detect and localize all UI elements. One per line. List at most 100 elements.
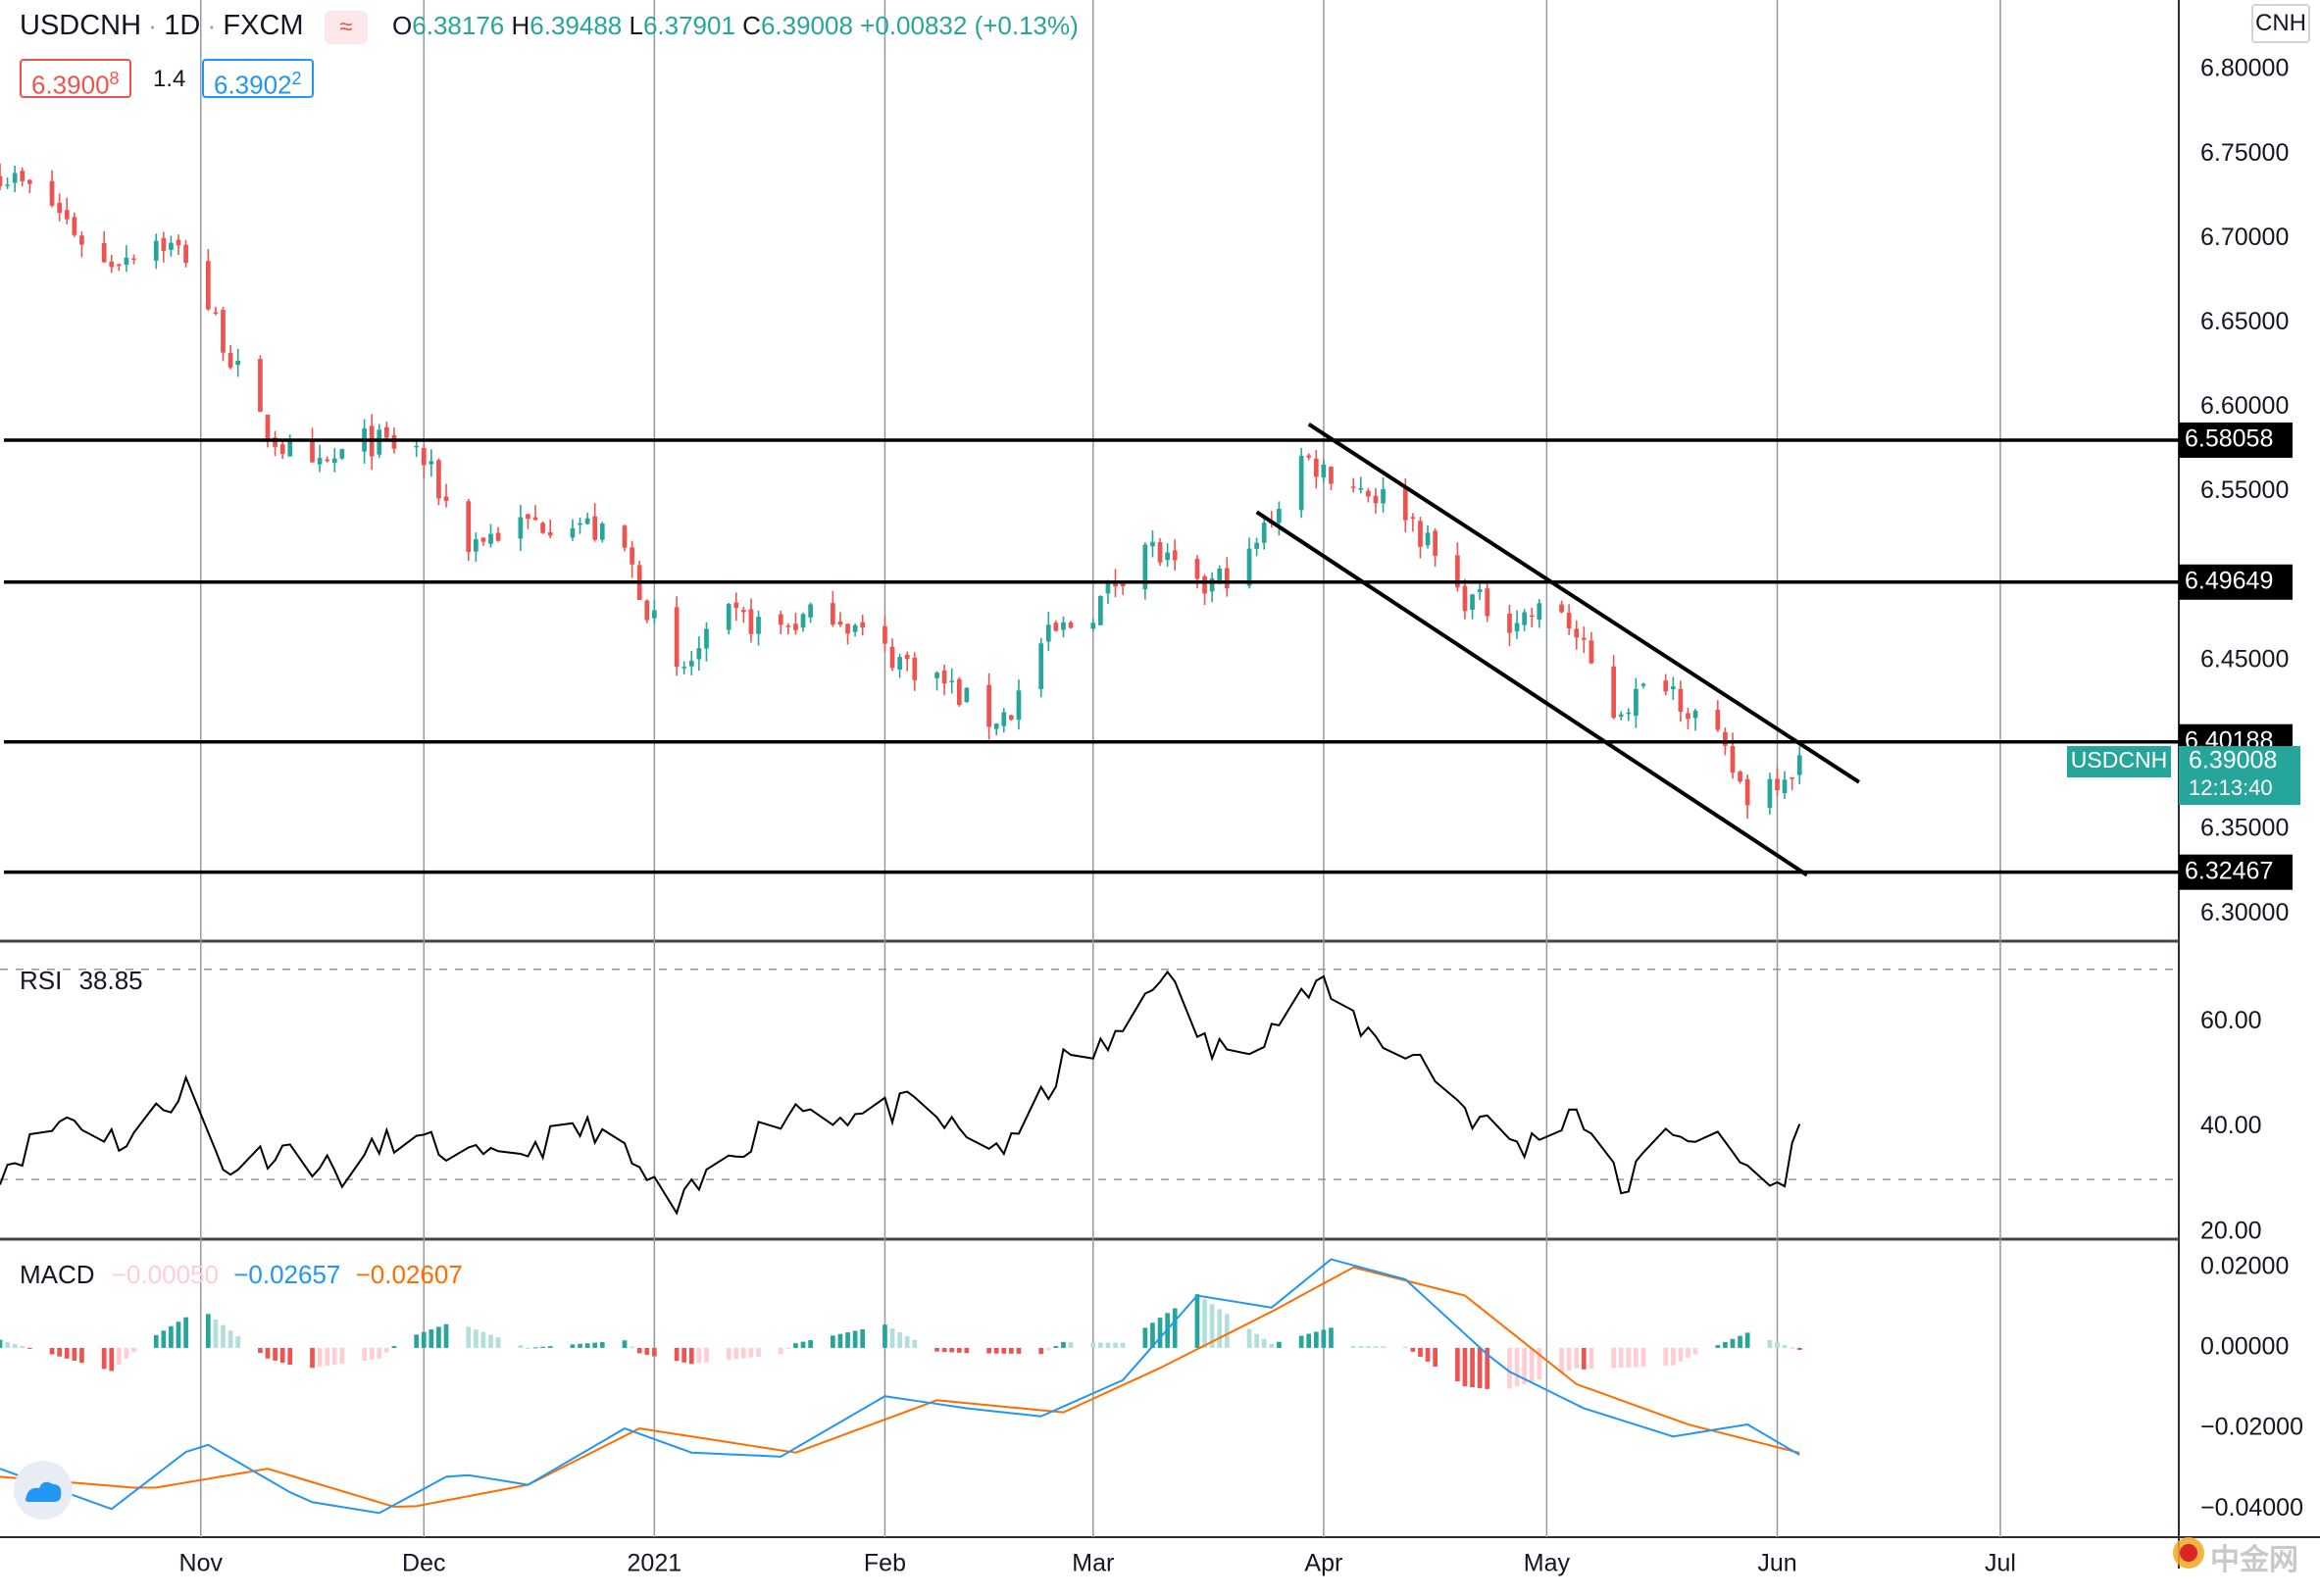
candle[interactable] <box>1053 620 1059 632</box>
candle[interactable] <box>793 612 798 635</box>
candle[interactable] <box>1165 543 1170 568</box>
candle[interactable] <box>205 249 211 312</box>
candle[interactable] <box>474 532 479 562</box>
candle[interactable] <box>1455 542 1460 592</box>
candle[interactable] <box>526 514 530 529</box>
candle[interactable] <box>1433 527 1437 568</box>
candle[interactable] <box>495 526 501 542</box>
candle[interactable] <box>310 427 315 463</box>
candle[interactable] <box>1246 537 1252 589</box>
candle[interactable] <box>845 623 850 645</box>
candle[interactable] <box>153 233 159 270</box>
candle[interactable] <box>704 622 709 662</box>
candle[interactable] <box>176 234 181 256</box>
candle[interactable] <box>1381 476 1386 513</box>
currency-badge[interactable]: CNH <box>2251 4 2310 43</box>
candle[interactable] <box>1522 609 1527 631</box>
candle[interactable] <box>1566 604 1572 635</box>
candle[interactable] <box>852 623 858 637</box>
candle[interactable] <box>584 513 590 525</box>
candle[interactable] <box>227 344 233 370</box>
candle[interactable] <box>488 524 493 548</box>
candle[interactable] <box>897 654 902 678</box>
candle[interactable] <box>1514 610 1520 639</box>
candle[interactable] <box>889 638 895 672</box>
candle[interactable] <box>1277 501 1282 536</box>
candle[interactable] <box>1038 637 1044 698</box>
candle[interactable] <box>681 661 687 674</box>
candle[interactable] <box>12 165 18 192</box>
candle[interactable] <box>265 414 271 448</box>
candle[interactable] <box>258 355 263 413</box>
candle[interactable] <box>49 170 55 208</box>
candle[interactable] <box>964 686 970 704</box>
candle[interactable] <box>1790 776 1795 790</box>
candle[interactable] <box>644 599 650 623</box>
candle[interactable] <box>1744 774 1750 820</box>
candle[interactable] <box>518 504 524 551</box>
candle[interactable] <box>956 676 962 707</box>
candle[interactable] <box>5 176 10 189</box>
candle[interactable] <box>124 245 129 273</box>
candle[interactable] <box>79 231 84 258</box>
candle[interactable] <box>674 596 680 676</box>
candle[interactable] <box>1321 459 1327 483</box>
candle[interactable] <box>1730 732 1736 779</box>
candle[interactable] <box>837 612 843 627</box>
candle[interactable] <box>1574 620 1580 650</box>
candle[interactable] <box>532 505 538 521</box>
candle[interactable] <box>1611 655 1616 720</box>
candle[interactable] <box>443 483 449 508</box>
candle[interactable] <box>1172 539 1178 571</box>
candle[interactable] <box>369 414 375 471</box>
candle[interactable] <box>213 306 219 316</box>
candle[interactable] <box>1254 537 1259 557</box>
candle[interactable] <box>756 611 761 646</box>
candle[interactable] <box>785 623 791 635</box>
candle[interactable] <box>1373 487 1379 514</box>
candle[interactable] <box>1313 450 1319 489</box>
candle[interactable] <box>64 197 70 224</box>
candle[interactable] <box>934 671 939 691</box>
candle[interactable] <box>1640 682 1646 689</box>
candle[interactable] <box>1261 517 1267 550</box>
wave-icon[interactable]: ≈ <box>324 11 368 45</box>
candle[interactable] <box>1634 677 1639 728</box>
candle[interactable] <box>1366 487 1371 503</box>
channel-trendline[interactable] <box>1255 510 1808 877</box>
candle[interactable] <box>1306 453 1312 461</box>
rsi-label[interactable]: RSI <box>20 966 63 995</box>
candle[interactable] <box>1462 578 1468 620</box>
candle[interactable] <box>1224 557 1230 597</box>
candle[interactable] <box>1298 447 1304 519</box>
candle[interactable] <box>169 235 174 257</box>
macd-signal-line[interactable] <box>0 1266 1800 1508</box>
candle[interactable] <box>414 441 420 458</box>
candle[interactable] <box>688 651 694 675</box>
candle[interactable] <box>20 167 25 187</box>
candle[interactable] <box>1485 580 1490 623</box>
candle[interactable] <box>317 444 323 473</box>
candle[interactable] <box>131 254 136 265</box>
candle[interactable] <box>741 606 746 623</box>
rsi-line[interactable] <box>0 970 1801 1216</box>
candle[interactable] <box>800 612 806 632</box>
candle[interactable] <box>912 652 918 691</box>
candle[interactable] <box>235 348 241 377</box>
candle[interactable] <box>1670 676 1676 700</box>
candle[interactable] <box>1105 579 1111 605</box>
candle[interactable] <box>1329 466 1334 491</box>
candle[interactable] <box>592 503 598 542</box>
candle[interactable] <box>1796 746 1802 784</box>
candle[interactable] <box>630 540 634 578</box>
candle[interactable] <box>116 263 122 272</box>
candle[interactable] <box>726 602 731 635</box>
candle[interactable] <box>1209 572 1215 603</box>
macd-label[interactable]: MACD <box>20 1260 95 1289</box>
candle[interactable] <box>540 521 545 534</box>
candle[interactable] <box>1358 476 1364 494</box>
candle[interactable] <box>696 635 702 672</box>
candle[interactable] <box>1738 770 1742 784</box>
candle[interactable] <box>72 212 77 237</box>
candle[interactable] <box>325 456 330 463</box>
